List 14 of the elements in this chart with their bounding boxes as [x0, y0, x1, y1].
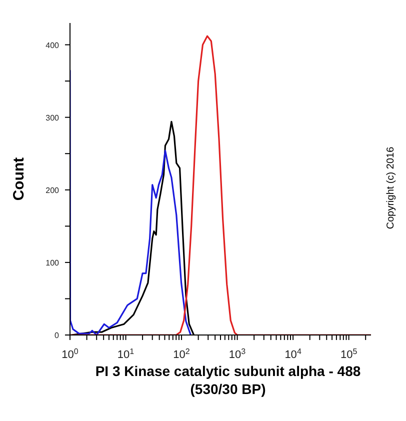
x-axis-title: PI 3 Kinase catalytic subunit alpha - 488 (530/30 BP) — [94, 362, 362, 398]
text: Copyright (c) 2016 — [386, 146, 396, 230]
y-tick-label: 400 — [46, 40, 60, 50]
y-axis-title: Count — [10, 157, 28, 201]
x-tick-label: 10$^{5}$ — [340, 346, 358, 361]
x-tick-label: 10$^{1}$ — [117, 346, 135, 361]
x-tick-label: 10$^{2}$ — [173, 346, 190, 361]
x-tick-label: 10$^{0}$ — [62, 346, 79, 361]
x-tick-label: 10$^{4}$ — [284, 346, 302, 361]
y-tick-label: 300 — [46, 113, 60, 122]
y-tick-label: 200 — [46, 186, 60, 195]
x-tick-label: 10$^{3}$ — [228, 346, 246, 361]
y-tick-label: 100 — [46, 258, 60, 268]
y-tick-label: 0 — [54, 331, 60, 340]
